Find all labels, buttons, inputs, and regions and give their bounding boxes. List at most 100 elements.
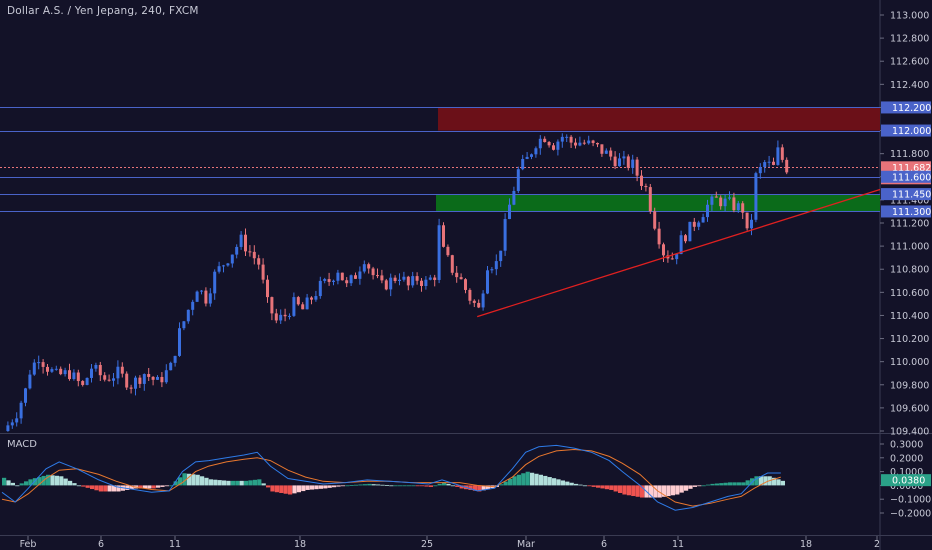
candle-body (129, 387, 133, 389)
candle-body (591, 140, 595, 143)
macd-histogram-bar (732, 482, 737, 486)
candle-body (565, 136, 569, 138)
macd-histogram-bar (116, 485, 121, 492)
macd-histogram-bar (332, 485, 337, 488)
macd-histogram-bar (19, 483, 24, 486)
macd-signal-line (1, 448, 781, 507)
candle-body (433, 277, 437, 280)
candle-body (640, 175, 643, 186)
macd-histogram-bar (679, 485, 684, 493)
candle-body (288, 315, 291, 317)
candle-body (556, 141, 560, 150)
candle-body (552, 145, 555, 150)
macd-histogram-bar (37, 477, 42, 486)
candle-body (230, 254, 234, 264)
candle-body (76, 372, 80, 382)
candle-body (750, 219, 753, 229)
macd-histogram-bar (481, 485, 486, 491)
candle-body (204, 290, 208, 304)
price-tick-label: 112.600 (890, 57, 929, 68)
candle-body (142, 374, 146, 384)
candle-body (147, 374, 151, 377)
macd-histogram-bar (706, 484, 711, 486)
time-tick-label: 11 (672, 539, 684, 550)
macd-histogram-bar (534, 473, 539, 486)
macd-histogram-bar (208, 479, 213, 486)
macd-histogram-bar (112, 485, 117, 492)
price-badge (881, 205, 931, 218)
candle-body (728, 197, 731, 199)
candle-body (596, 142, 599, 145)
price-badge-label: 111.600 (892, 172, 931, 183)
candle-body (393, 277, 397, 281)
candle-body (622, 156, 626, 159)
macd-histogram-bar (283, 485, 288, 494)
macd-tick-label: 0.0000 (890, 481, 923, 492)
candle-body (50, 369, 54, 372)
macd-histogram-bar (191, 474, 196, 486)
macd-histogram-bar (640, 485, 645, 498)
candle-body (675, 254, 679, 260)
candle-body (763, 162, 767, 168)
macd-histogram-bar (2, 477, 7, 486)
macd-histogram-bar (380, 484, 385, 486)
macd-histogram-bar (244, 480, 249, 486)
candle-body (310, 297, 313, 300)
macd-tick-label: −0.2000 (890, 509, 931, 520)
candle-body (68, 370, 71, 380)
candle-body (296, 297, 300, 305)
candle-body (283, 314, 287, 317)
macd-histogram-bar (406, 485, 411, 487)
candle-body (481, 293, 485, 308)
candle-body (156, 376, 159, 380)
macd-histogram-bar (129, 485, 134, 490)
candle-body (772, 161, 775, 165)
candle-body (719, 197, 723, 207)
macd-histogram-bar (151, 485, 156, 489)
candle-body (679, 235, 683, 255)
candle-body (604, 150, 608, 154)
candle-body (178, 328, 181, 356)
macd-histogram-bar (714, 483, 719, 486)
time-tick-label: Feb (20, 539, 37, 550)
candle-body (420, 280, 423, 286)
candle-body (450, 255, 454, 273)
candle-body (349, 275, 353, 284)
macd-histogram-bar (327, 485, 332, 488)
candle-body (547, 142, 551, 146)
macd-histogram-bar (538, 474, 543, 486)
macd-histogram-bar (217, 480, 222, 486)
price-badge (881, 170, 931, 183)
candle-body (587, 140, 591, 144)
candle-body (270, 297, 274, 314)
candle-body (98, 364, 102, 376)
candle-body (464, 279, 467, 290)
price-badge-label: 111.450 (892, 190, 931, 201)
macd-histogram-bar (402, 485, 407, 487)
candle-body (424, 279, 428, 286)
macd-indicator-label[interactable]: MACD (7, 439, 37, 450)
macd-histogram-bar (560, 480, 565, 486)
candle-body (244, 234, 247, 252)
candle-body (173, 355, 177, 363)
candle-body (266, 279, 269, 298)
macd-histogram-bar (552, 478, 557, 486)
candle-body (543, 138, 547, 143)
macd-histogram-bar (697, 485, 702, 487)
candle-body (164, 370, 168, 383)
candle-body (486, 270, 489, 294)
macd-histogram-bar (257, 479, 262, 486)
macd-histogram-bar (728, 482, 733, 486)
candle-body (560, 136, 564, 142)
macd-histogram-bar (772, 477, 777, 486)
macd-histogram-bar (503, 481, 508, 486)
candle-body (15, 418, 19, 423)
candle-body (411, 276, 415, 286)
macd-histogram-bar (301, 485, 306, 492)
macd-histogram-bar (420, 485, 425, 487)
price-tick-label: 112.800 (890, 34, 929, 45)
candle-body (574, 142, 577, 146)
candle-body (618, 158, 621, 167)
macd-histogram-bar (565, 481, 570, 486)
